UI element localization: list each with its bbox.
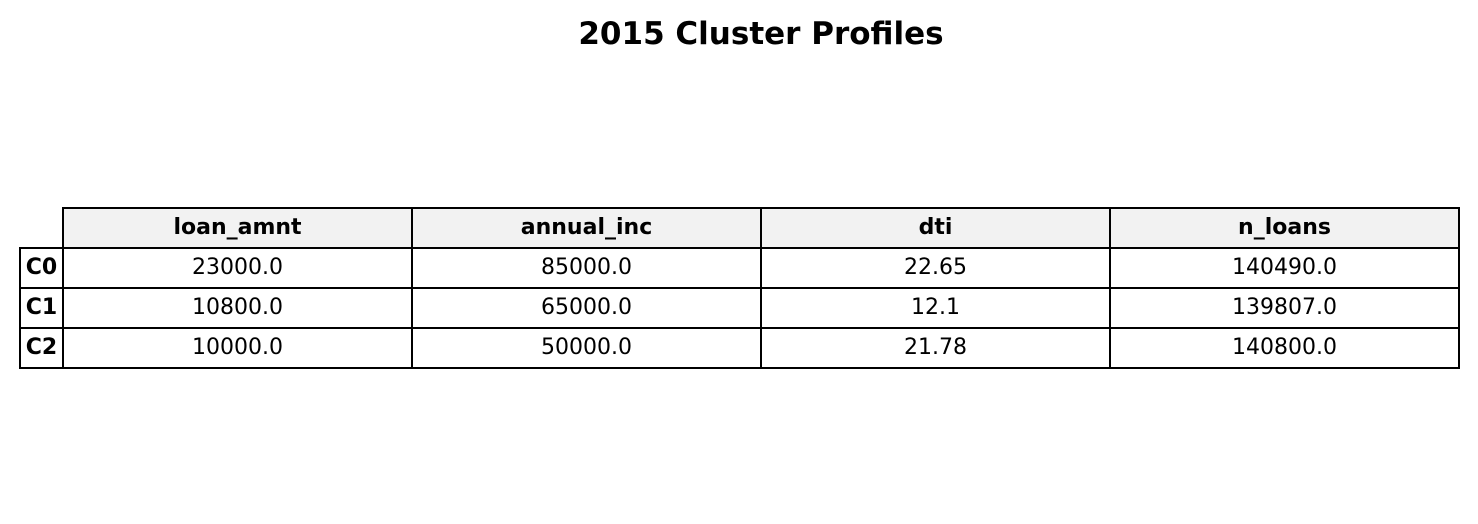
table-cell: 50000.0 (411, 327, 762, 369)
corner-cell (20, 208, 63, 248)
row-header-c2: C2 (19, 327, 64, 369)
table-cell: 22.65 (760, 247, 1111, 289)
table-cell: 139807.0 (1109, 287, 1460, 329)
row-header-c0: C0 (19, 247, 64, 289)
table-cell: 65000.0 (411, 287, 762, 329)
chart-title: 2015 Cluster Profiles (578, 16, 944, 52)
column-header-n-loans: n_loans (1109, 207, 1460, 249)
cluster-profile-table: loan_amnt annual_inc dti n_loans C0 2300… (19, 207, 1460, 369)
header-row: loan_amnt annual_inc dti n_loans (20, 207, 1460, 249)
table-row: C2 10000.0 50000.0 21.78 140800.0 (19, 327, 1460, 369)
row-header-c1: C1 (19, 287, 64, 329)
table-row: C0 23000.0 85000.0 22.65 140490.0 (19, 247, 1460, 289)
table-row: C1 10800.0 65000.0 12.1 139807.0 (19, 287, 1460, 329)
table-cell: 10000.0 (62, 327, 413, 369)
column-header-loan-amnt: loan_amnt (62, 207, 413, 249)
table-cell: 140800.0 (1109, 327, 1460, 369)
table-cell: 85000.0 (411, 247, 762, 289)
table-cell: 21.78 (760, 327, 1111, 369)
table-cell: 23000.0 (62, 247, 413, 289)
table-cell: 12.1 (760, 287, 1111, 329)
table-cell: 140490.0 (1109, 247, 1460, 289)
column-header-annual-inc: annual_inc (411, 207, 762, 249)
column-header-dti: dti (760, 207, 1111, 249)
table-cell: 10800.0 (62, 287, 413, 329)
